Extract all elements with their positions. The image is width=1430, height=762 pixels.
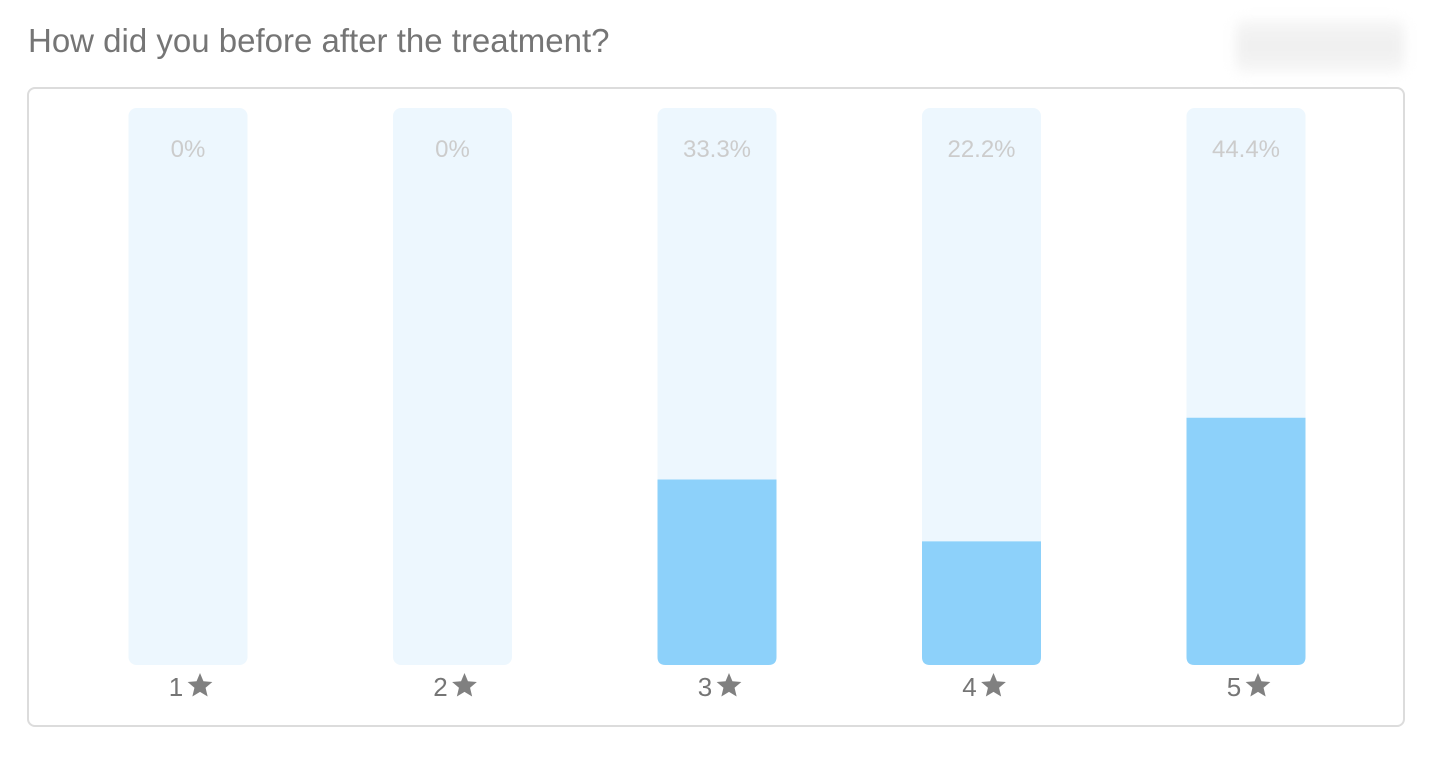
- bar: [657, 479, 777, 665]
- bar: [1186, 417, 1306, 665]
- star-icon: [716, 673, 742, 697]
- star-icon: [1245, 673, 1271, 697]
- bar-value-label: 0%: [171, 136, 206, 163]
- bar-track: [393, 108, 512, 665]
- bar-track: [922, 108, 1041, 665]
- category-label: 1: [169, 672, 183, 702]
- bar-value-label: 33.3%: [683, 136, 751, 163]
- blurred-badge: [1236, 20, 1404, 72]
- bar: [922, 541, 1041, 665]
- bar-value-label: 22.2%: [947, 136, 1015, 163]
- category-label: 5: [1227, 672, 1241, 702]
- question-title: How did you before after the treatment?: [28, 22, 610, 59]
- category-label: 2: [433, 672, 447, 702]
- bar-track: [128, 108, 248, 665]
- bar-value-label: 44.4%: [1212, 136, 1280, 163]
- star-icon: [187, 673, 213, 697]
- category-label: 4: [962, 672, 976, 702]
- star-icon: [452, 673, 477, 697]
- category-label: 3: [698, 672, 712, 702]
- star-icon: [981, 673, 1006, 697]
- bar-value-label: 0%: [435, 136, 470, 163]
